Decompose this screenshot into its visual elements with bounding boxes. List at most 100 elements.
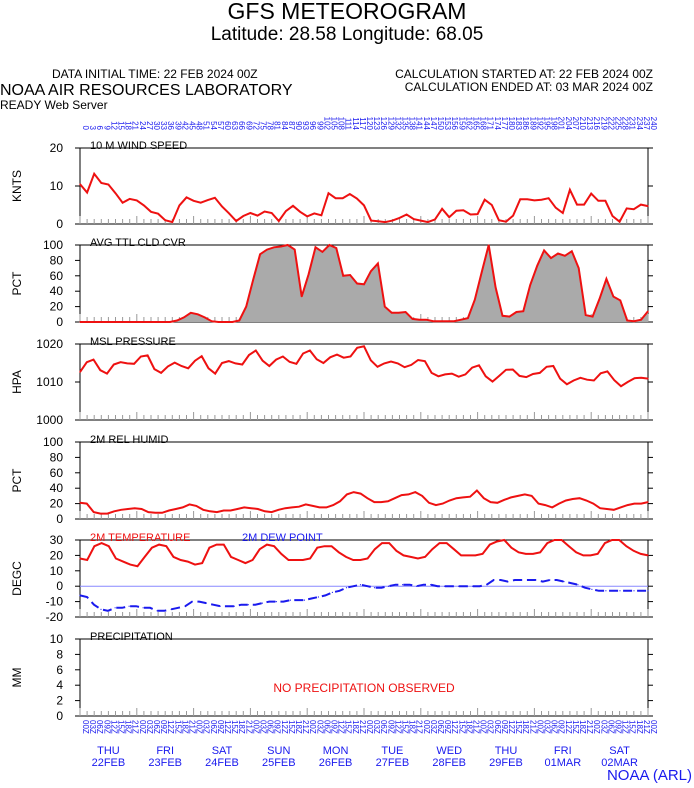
data-point: [259, 253, 261, 255]
data-point: [519, 198, 521, 200]
data-point: [416, 585, 418, 587]
data-point: [535, 579, 537, 581]
data-point: [217, 321, 220, 323]
data-point: [86, 191, 88, 194]
data-point: [529, 284, 531, 286]
bottom-axis-label: 18Z: [578, 720, 587, 734]
top-axis-label: 216: [592, 117, 601, 131]
date-label: 24FEB: [205, 757, 239, 769]
data-point: [230, 509, 232, 512]
y-tick-label: 100: [43, 238, 63, 252]
data-point: [223, 509, 225, 512]
data-point: [211, 320, 213, 322]
data-point: [129, 198, 131, 200]
data-point: [303, 599, 305, 601]
bottom-axis-label: 00Z: [138, 720, 147, 734]
data-point: [462, 209, 464, 211]
bottom-axis-label: 09Z: [159, 720, 168, 734]
data-point: [528, 579, 530, 581]
data-point: [390, 360, 392, 363]
top-axis-label: 69: [244, 121, 253, 130]
data-point: [201, 355, 203, 357]
data-point: [633, 550, 635, 552]
data-point: [160, 372, 162, 374]
y-tick-label: 60: [50, 269, 64, 283]
data-point: [383, 362, 385, 364]
data-point: [162, 321, 164, 323]
data-point: [575, 551, 577, 553]
data-point: [135, 605, 137, 607]
data-point: [240, 604, 242, 606]
data-point: [553, 539, 556, 541]
panel-title: AVG TTL CLD CVR: [90, 237, 186, 249]
data-point: [395, 584, 397, 586]
data-point: [317, 596, 319, 598]
data-point: [325, 506, 327, 508]
data-point: [261, 602, 263, 604]
data-point: [380, 501, 382, 503]
panel-title-2: 2M DEW POINT: [242, 532, 323, 544]
top-axis-label: 24: [138, 121, 147, 130]
top-axis-label: 162: [464, 117, 473, 131]
data-point: [136, 565, 139, 567]
data-point: [144, 556, 146, 558]
top-axis-label: 96: [308, 121, 317, 130]
data-point: [114, 192, 117, 194]
data-point: [424, 556, 426, 558]
data-point: [448, 216, 450, 218]
data-point: [453, 320, 455, 322]
day-of-week-label: THU: [97, 745, 120, 757]
data-point: [140, 355, 142, 358]
bottom-axis-label: 09Z: [443, 720, 452, 734]
data-point: [507, 581, 509, 583]
bottom-axis-label: 03Z: [202, 720, 211, 734]
data-point: [79, 371, 81, 373]
top-axis-label: 21: [131, 121, 140, 130]
top-axis-label: 15: [117, 121, 126, 130]
data-point: [555, 207, 557, 209]
data-point: [476, 489, 478, 492]
data-point: [563, 581, 565, 583]
data-point: [271, 511, 273, 513]
top-axis-label: 159: [457, 117, 466, 131]
data-point: [236, 508, 238, 510]
data-point: [474, 554, 476, 557]
top-axis-label: 75: [259, 121, 268, 130]
data-point: [207, 367, 210, 369]
data-point: [299, 211, 301, 213]
data-point: [331, 591, 333, 594]
data-point: [221, 362, 223, 364]
data-point: [359, 584, 362, 586]
data-point: [633, 208, 635, 210]
series-line-1: [79, 579, 648, 612]
data-point: [271, 212, 273, 214]
data-point: [150, 211, 152, 213]
data-point: [349, 193, 351, 195]
data-point: [633, 590, 635, 592]
data-point: [285, 210, 287, 212]
top-axis-label: 54: [209, 121, 218, 130]
bottom-axis-label: 00Z: [479, 720, 488, 734]
top-axis-label: 165: [472, 117, 481, 131]
top-axis-label: 6: [95, 126, 104, 131]
data-point: [464, 373, 466, 375]
bottom-axis-label: 09Z: [386, 720, 395, 734]
data-point: [592, 503, 594, 505]
bottom-axis-label: 03Z: [543, 720, 552, 734]
data-point: [618, 539, 620, 541]
data-point: [363, 204, 365, 206]
bottom-axis-label: 03Z: [145, 720, 154, 734]
data-point: [458, 376, 460, 378]
data-point: [201, 562, 203, 564]
top-axis-label: 108: [337, 117, 346, 131]
y-tick-label: 0: [56, 315, 63, 329]
data-point: [387, 500, 389, 502]
day-of-week-label: MON: [323, 745, 349, 757]
data-point: [640, 377, 642, 379]
data-point: [171, 221, 173, 223]
data-point: [177, 607, 179, 609]
data-point: [558, 503, 560, 505]
data-point: [600, 372, 602, 374]
bottom-axis-label: 15Z: [457, 720, 466, 734]
data-point: [226, 605, 228, 607]
